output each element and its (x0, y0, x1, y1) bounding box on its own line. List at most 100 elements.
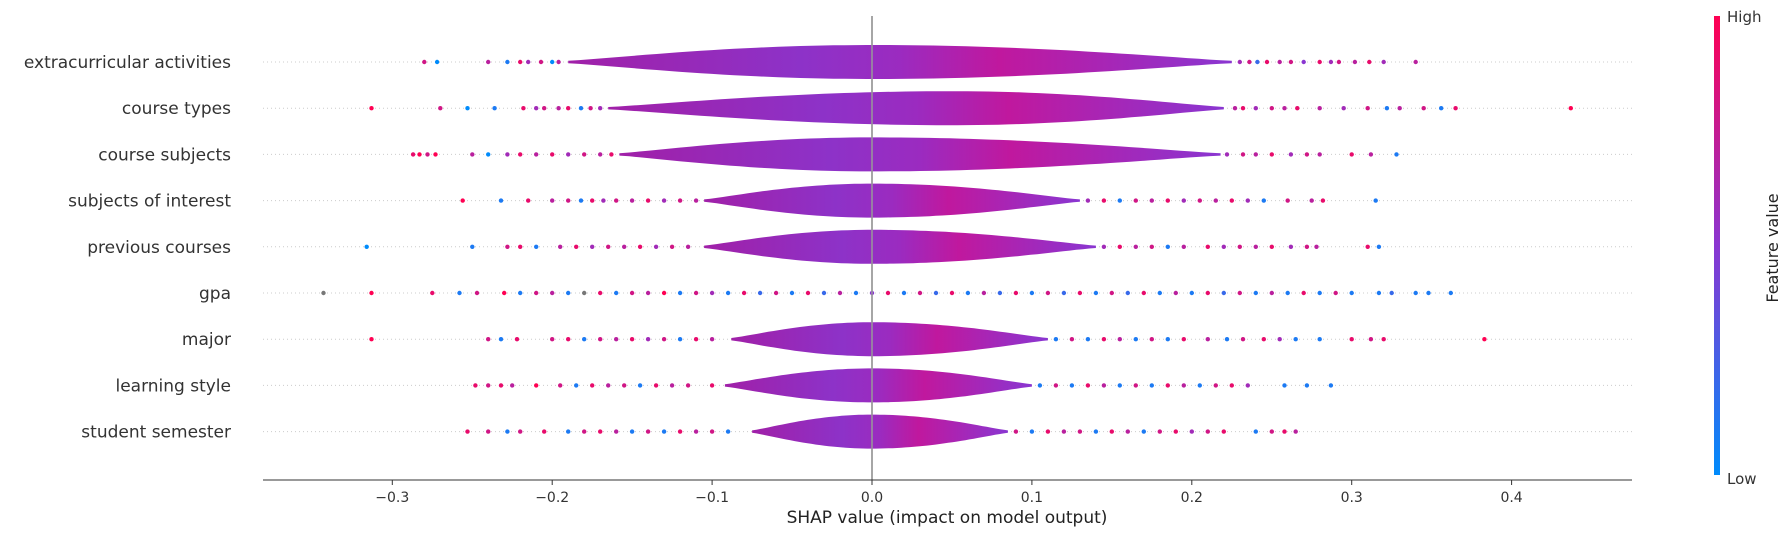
shap-point (1365, 106, 1370, 111)
shap-point (574, 244, 579, 249)
shap-point (606, 244, 611, 249)
shap-point (1213, 383, 1219, 388)
shap-point (1141, 290, 1147, 296)
violin-shape (704, 183, 1080, 218)
shap-point (434, 59, 440, 65)
shap-point (1413, 59, 1418, 65)
shap-point (590, 383, 595, 388)
shap-point (470, 152, 475, 157)
shap-point (917, 290, 923, 296)
shap-point (1061, 290, 1067, 296)
shap-point (1285, 290, 1290, 296)
shap-point (1261, 337, 1267, 342)
shap-point (566, 337, 571, 342)
violin-shape (704, 229, 1096, 264)
shap-point (1237, 59, 1243, 65)
shap-point (1255, 59, 1260, 65)
feature-row-course-subjects: course subjects (98, 137, 1632, 172)
feature-label: student semester (81, 423, 231, 443)
shap-point (1301, 290, 1306, 296)
x-tick-label: −0.2 (535, 490, 569, 506)
shap-point (1053, 337, 1059, 342)
shap-point (1224, 337, 1230, 342)
shap-point (677, 429, 683, 434)
shap-point (1173, 429, 1179, 434)
shap-point (1133, 337, 1139, 342)
shap-point (1269, 244, 1275, 249)
x-tick-label: 0.4 (1500, 490, 1522, 506)
shap-point (364, 244, 369, 249)
shap-point (629, 429, 635, 434)
feature-row-course-types: course types (122, 91, 1632, 126)
shap-point (566, 152, 571, 157)
shap-point (1439, 106, 1444, 111)
shap-point (1253, 152, 1259, 157)
shap-point (1341, 106, 1346, 111)
shap-point (534, 244, 539, 249)
shap-point (1376, 244, 1382, 249)
shap-point (1157, 290, 1163, 296)
colorbar: High Low Feature value (1714, 8, 1782, 488)
shap-point (1253, 429, 1259, 434)
shap-point (486, 152, 491, 157)
shap-point (1304, 244, 1310, 249)
shap-point (1101, 383, 1107, 388)
shap-point (550, 59, 555, 65)
shap-point (566, 429, 571, 434)
shap-point (1288, 244, 1294, 249)
shap-point (1245, 383, 1251, 388)
shap-point (425, 152, 430, 157)
feature-row-major: major (182, 322, 1632, 357)
shap-point (582, 152, 587, 157)
feature-label: gpa (199, 284, 231, 304)
shap-point (1349, 152, 1354, 157)
shap-point (1229, 383, 1235, 388)
shap-point (1205, 337, 1211, 342)
shap-point (505, 152, 510, 157)
shap-point (1141, 429, 1147, 434)
feature-row-previous-courses: previous courses (87, 229, 1632, 264)
shap-point (1165, 244, 1171, 249)
shap-point (1269, 106, 1275, 111)
shap-point (433, 152, 438, 157)
shap-point (669, 383, 675, 388)
shap-point (661, 198, 667, 203)
shap-point (1317, 106, 1322, 111)
shap-point (1165, 337, 1171, 342)
shap-point (1253, 106, 1259, 111)
shap-point (566, 198, 571, 203)
shap-point (1109, 290, 1115, 296)
shap-point (1381, 337, 1386, 342)
shap-point (566, 106, 571, 111)
shap-point (598, 290, 603, 296)
colorbar-gradient (1714, 16, 1720, 475)
shap-point (518, 152, 523, 157)
shap-point (677, 290, 683, 296)
shap-point (1149, 383, 1155, 388)
shap-point (582, 429, 587, 434)
shap-point (582, 337, 587, 342)
shap-point (526, 59, 531, 65)
shap-point (601, 198, 606, 203)
shap-point (1247, 59, 1252, 65)
shap-point (1149, 337, 1155, 342)
shap-point (1069, 383, 1075, 388)
shap-point (566, 290, 571, 296)
shap-point (1013, 290, 1019, 296)
shap-point (1181, 383, 1187, 388)
shap-point (773, 290, 779, 296)
shap-point (1328, 383, 1334, 388)
shap-point (465, 429, 470, 434)
shap-point (1173, 290, 1179, 296)
shap-point (629, 290, 635, 296)
colorbar-low-label: Low (1727, 470, 1757, 488)
shap-point (1189, 290, 1195, 296)
shap-point (1389, 290, 1394, 296)
shap-point (709, 429, 715, 434)
shap-point (1133, 383, 1139, 388)
colorbar-high-label: High (1727, 8, 1761, 26)
shap-point (460, 198, 465, 203)
shap-point (1453, 106, 1458, 111)
shap-point (1237, 244, 1243, 249)
plot-area: extracurricular activities course types co… (24, 16, 1632, 480)
